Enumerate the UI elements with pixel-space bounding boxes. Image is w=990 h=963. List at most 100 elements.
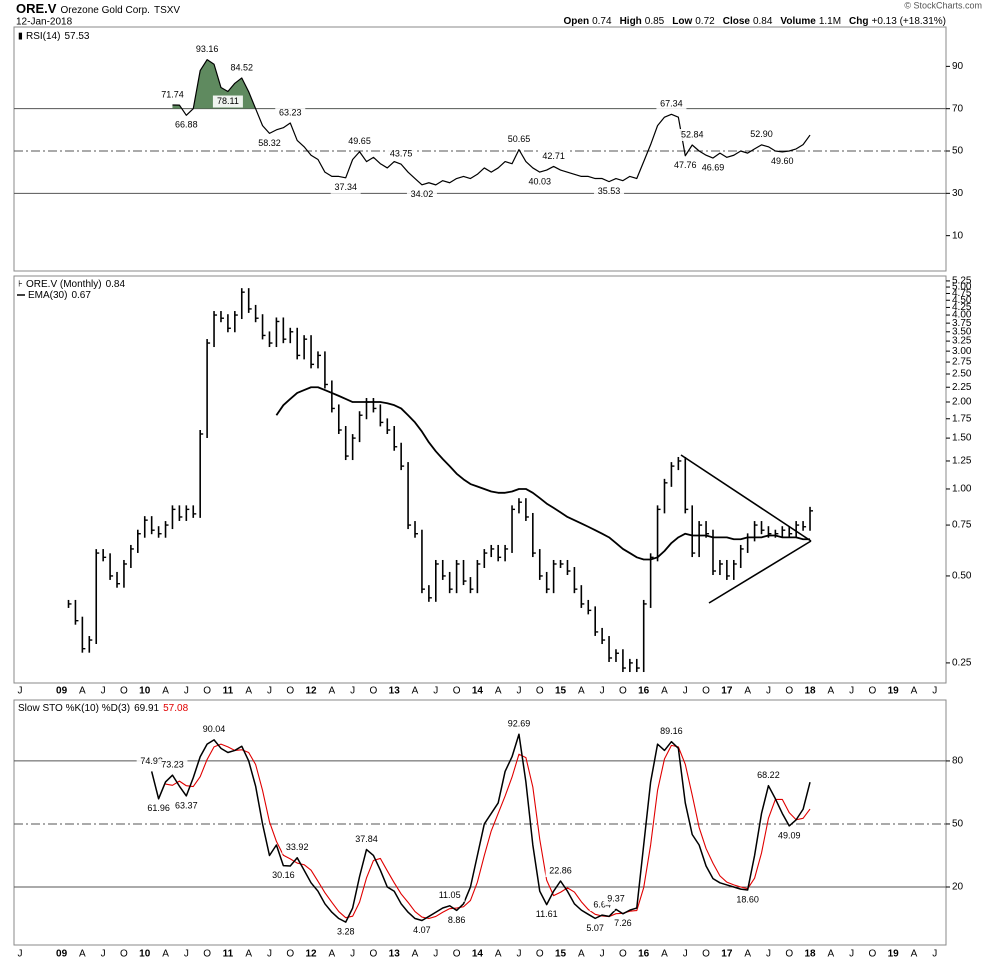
x-tick-label: 16 xyxy=(638,949,650,960)
header-title: ORE.V Orezone Gold Corp. TSXV xyxy=(16,1,180,16)
data-label: 58.32 xyxy=(258,138,281,148)
y-tick-label: 1.00 xyxy=(952,484,972,495)
line xyxy=(165,743,811,920)
y-tick-label: 90 xyxy=(952,61,964,72)
y-tick-label: 3.75 xyxy=(952,318,972,329)
x-tick-label: O xyxy=(120,686,128,697)
quote-label: Chg xyxy=(849,16,868,27)
x-tick-label: A xyxy=(162,949,169,960)
y-tick-label: 1.50 xyxy=(952,433,972,444)
legend-value: 57.53 xyxy=(64,31,89,42)
legend-title: Slow STO %K(10) %D(3) xyxy=(18,703,130,714)
y-tick-label: 3.25 xyxy=(952,336,972,347)
y-tick-label: 5.00 xyxy=(952,282,972,293)
data-label: 40.03 xyxy=(528,176,551,186)
rsi-panel xyxy=(13,26,947,272)
x-tick-label: A xyxy=(827,949,834,960)
x-tick-label: O xyxy=(203,949,211,960)
data-label: 50.65 xyxy=(508,134,531,144)
quote-label: Close xyxy=(723,16,751,27)
quote-value: 0.85 xyxy=(645,16,665,27)
data-label: 18.60 xyxy=(736,894,759,904)
x-tick-label: A xyxy=(162,686,169,697)
x-tick-label: J xyxy=(766,686,771,697)
label-box xyxy=(698,162,728,175)
legend-icon: ⊦ xyxy=(18,278,23,288)
y-tick-label: 0.25 xyxy=(952,658,972,669)
label-box xyxy=(282,841,313,854)
x-tick-label: A xyxy=(827,686,834,697)
x-tick-label: J xyxy=(267,949,272,960)
line xyxy=(172,59,811,186)
data-label: 49.65 xyxy=(348,136,371,146)
y-tick-label: 4.50 xyxy=(952,295,972,306)
data-label: 78.11 xyxy=(217,96,239,106)
x-tick-label: J xyxy=(184,686,189,697)
label-box xyxy=(753,769,784,782)
y-tick-label: 10 xyxy=(952,230,964,241)
x-tick-label: J xyxy=(101,949,106,960)
x-tick-label: J xyxy=(516,949,521,960)
x-tick-label: 18 xyxy=(804,686,816,697)
y-tick-label: 2.75 xyxy=(952,357,972,368)
x-tick-label: A xyxy=(495,949,502,960)
label-box xyxy=(538,150,569,163)
label-box xyxy=(157,759,188,772)
x-tick-label: O xyxy=(702,686,710,697)
label-box xyxy=(656,98,687,111)
x-tick-label: A xyxy=(412,686,419,697)
price-panel xyxy=(13,275,947,684)
label-box xyxy=(330,181,361,194)
quote-value: +0.13 (+18.31%) xyxy=(872,16,947,27)
sto-panel xyxy=(13,699,947,946)
quote-value: 1.1M xyxy=(819,16,841,27)
y-tick-label: 5.25 xyxy=(952,276,972,287)
legend-value: 0.67 xyxy=(71,290,91,301)
data-label: 93.16 xyxy=(196,44,219,54)
data-label: 90.04 xyxy=(203,724,226,734)
quote: Open 0.74 High 0.85 Low 0.72 Close 0.84 Volume 1.… xyxy=(564,16,946,27)
x-tick-label: O xyxy=(702,949,710,960)
label-box xyxy=(603,893,629,906)
label-box xyxy=(212,95,243,108)
data-label: 89.16 xyxy=(660,726,683,736)
y-tick-label: 3.00 xyxy=(952,346,972,357)
rsi-legend: ▮ RSI(14) 57.53 xyxy=(18,30,90,41)
data-label: 30.16 xyxy=(272,870,295,880)
x-tick-label: J xyxy=(101,686,106,697)
x-tick-label: O xyxy=(619,949,627,960)
x-tick-label: O xyxy=(286,686,294,697)
x-tick-label: A xyxy=(744,686,751,697)
line xyxy=(275,386,811,561)
data-label: 37.34 xyxy=(334,182,357,192)
x-tick-label: A xyxy=(329,686,336,697)
data-label: 3.28 xyxy=(337,927,355,937)
x-tick-label: O xyxy=(619,686,627,697)
x-tick-label: J xyxy=(350,686,355,697)
legend: RSI(14) 57.53 xyxy=(26,31,90,42)
x-tick-label: J xyxy=(683,686,688,697)
label-box xyxy=(774,829,805,842)
data-label: 52.90 xyxy=(750,129,773,139)
data-label: 42.71 xyxy=(542,151,565,161)
x-tick-label: 12 xyxy=(305,686,317,697)
data-label: 71.74 xyxy=(161,89,184,99)
label-box xyxy=(268,869,299,882)
x-tick-label: A xyxy=(245,686,252,697)
trend-line xyxy=(708,540,812,604)
x-tick-label: O xyxy=(203,686,211,697)
label-box xyxy=(656,725,687,738)
label-box xyxy=(767,155,798,168)
x-tick-label: 10 xyxy=(139,686,151,697)
x-tick-label: 19 xyxy=(888,686,900,697)
label-box xyxy=(503,718,534,731)
y-tick-label: 70 xyxy=(952,103,964,114)
label-box xyxy=(444,914,469,927)
x-tick-label: J xyxy=(433,949,438,960)
x-tick-label: O xyxy=(370,686,378,697)
x-tick-label: A xyxy=(911,686,918,697)
label-box xyxy=(254,137,285,150)
x-tick-label: A xyxy=(79,949,86,960)
legend-icon: ▮ xyxy=(18,30,23,40)
label-box xyxy=(677,129,708,142)
